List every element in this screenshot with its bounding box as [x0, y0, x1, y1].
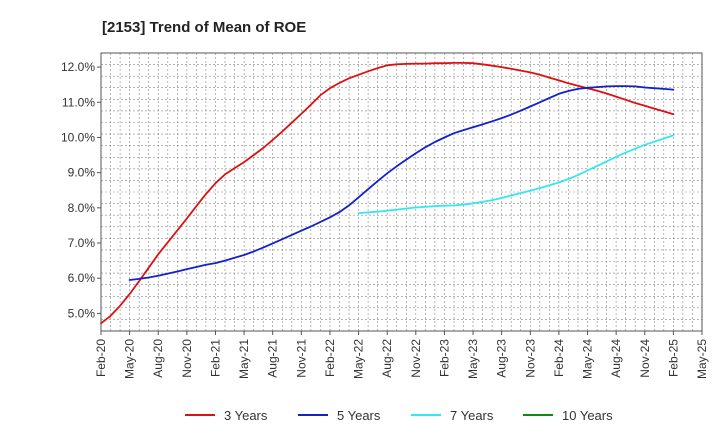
- x-tick-label: Aug-23: [495, 339, 509, 378]
- x-tick-label: Feb-24: [552, 339, 566, 377]
- plot-area: [100, 52, 703, 332]
- x-tick-label: Aug-24: [609, 339, 623, 378]
- y-tick-label: 6.0%: [68, 271, 96, 285]
- x-tick-label: May-24: [581, 339, 595, 379]
- legend-label: 7 Years: [450, 408, 494, 423]
- x-axis: Feb-20 May-20 Aug-20 Nov-20 Feb-21 May-21 Aug-…: [94, 331, 709, 379]
- legend-item-7-years: 7 Years: [411, 408, 494, 423]
- x-tick-label: Nov-23: [523, 339, 537, 378]
- legend-label: 3 Years: [224, 408, 268, 423]
- legend-item-10-years: 10 Years: [523, 408, 613, 423]
- y-tick-label: 8.0%: [68, 201, 96, 215]
- legend-label: 10 Years: [562, 408, 613, 423]
- x-tick-label: Nov-20: [180, 339, 194, 378]
- series-line-3-years: [100, 62, 675, 325]
- x-tick-label: Feb-22: [323, 339, 337, 377]
- series-lines: [100, 62, 675, 325]
- x-tick-label: May-23: [466, 339, 480, 379]
- legend: 3 Years 5 Years 7 Years 10 Years: [185, 408, 613, 423]
- x-tick-label: Aug-22: [380, 339, 394, 378]
- x-tick-label: May-25: [695, 339, 709, 379]
- x-tick-label: May-22: [352, 339, 366, 379]
- x-tick-label: Aug-20: [151, 339, 165, 378]
- series-line-5-years: [128, 85, 675, 281]
- y-tick-label: 11.0%: [62, 95, 95, 109]
- x-tick-label: Feb-20: [94, 339, 108, 377]
- legend-item-5-years: 5 Years: [298, 408, 381, 423]
- x-tick-label: Feb-21: [208, 339, 222, 377]
- x-tick-label: May-21: [237, 339, 251, 379]
- series-line-7-years: [357, 134, 675, 215]
- x-tick-label: Feb-23: [437, 339, 451, 377]
- chart-title: [2153] Trend of Mean of ROE: [102, 19, 306, 36]
- legend-item-3-years: 3 Years: [185, 408, 268, 423]
- x-tick-label: Nov-22: [409, 339, 423, 378]
- x-tick-label: Aug-21: [266, 339, 280, 378]
- y-tick-label: 7.0%: [68, 236, 96, 250]
- x-tick-label: Feb-25: [666, 339, 680, 377]
- x-tick-label: Nov-24: [638, 339, 652, 378]
- y-tick-label: 12.0%: [61, 60, 95, 74]
- legend-label: 5 Years: [337, 408, 381, 423]
- y-axis: 5.0% 6.0% 7.0% 8.0% 9.0% 10.0% 11.0% 12.0%: [61, 60, 101, 320]
- y-tick-label: 9.0%: [68, 166, 96, 180]
- x-tick-label: Nov-21: [294, 339, 308, 378]
- y-tick-label: 10.0%: [61, 130, 95, 144]
- y-tick-label: 5.0%: [68, 306, 96, 320]
- x-tick-label: May-20: [123, 339, 137, 379]
